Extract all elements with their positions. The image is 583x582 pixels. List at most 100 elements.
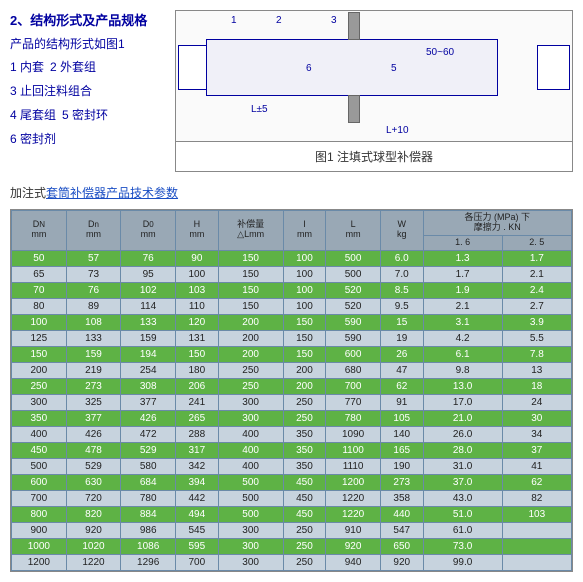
table-cell: 65	[12, 266, 67, 282]
table-cell: 30	[502, 410, 571, 426]
table-cell: 820	[66, 506, 121, 522]
table-cell: 1.3	[423, 250, 502, 266]
table-cell: 1296	[121, 554, 176, 570]
diagram-caption: 图1 注填式球型补偿器	[176, 141, 572, 171]
table-cell: 1200	[12, 554, 67, 570]
table-cell: 800	[12, 506, 67, 522]
table-cell: 1110	[326, 458, 381, 474]
table-cell: 100	[283, 266, 326, 282]
th-comp: 补偿量△Lmm	[218, 211, 283, 251]
table-cell	[502, 554, 571, 570]
table-cell: 940	[326, 554, 381, 570]
table-cell: 2.4	[502, 282, 571, 298]
table-row: 505776901501005006.01.31.7	[12, 250, 572, 266]
table-cell: 920	[326, 538, 381, 554]
table-cell: 200	[283, 362, 326, 378]
table-body: 505776901501005006.01.31.765739510015010…	[12, 250, 572, 570]
table-cell: 80	[12, 298, 67, 314]
table-cell: 547	[380, 522, 423, 538]
table-cell: 2.1	[423, 298, 502, 314]
th-dn2: Dnmm	[66, 211, 121, 251]
table-cell: 9.5	[380, 298, 423, 314]
table-cell: 1090	[326, 426, 381, 442]
table-cell: 200	[218, 330, 283, 346]
table-cell: 426	[121, 410, 176, 426]
lbl-dim1: 50~60	[426, 47, 454, 58]
table-cell: 76	[121, 250, 176, 266]
table-cell: 350	[283, 442, 326, 458]
table-cell: 500	[218, 506, 283, 522]
table-cell: 47	[380, 362, 423, 378]
th-i: Imm	[283, 211, 326, 251]
table-row: 450478529317400350110016528.037	[12, 442, 572, 458]
table-cell: 2.7	[502, 298, 571, 314]
table-cell: 150	[176, 346, 219, 362]
table-cell: 73.0	[423, 538, 502, 554]
table-row: 700720780442500450122035843.082	[12, 490, 572, 506]
table-row: 6573951001501005007.01.72.1	[12, 266, 572, 282]
table-row: 80891141101501005209.52.12.7	[12, 298, 572, 314]
table-row: 100108133120200150590153.13.9	[12, 314, 572, 330]
lbl-3: 3	[331, 15, 337, 26]
part-4: 4 尾套组	[10, 103, 56, 127]
table-cell: 300	[218, 522, 283, 538]
table-cell: 100	[12, 314, 67, 330]
table-cell: 494	[176, 506, 219, 522]
table-cell: 300	[218, 394, 283, 410]
table-cell: 500	[12, 458, 67, 474]
table-cell: 165	[380, 442, 423, 458]
table-cell: 90	[176, 250, 219, 266]
pipe-end-right	[537, 45, 570, 90]
table-cell: 131	[176, 330, 219, 346]
table-cell: 1086	[121, 538, 176, 554]
table-head: DNmm Dnmm D0mm Hmm 补偿量△Lmm Imm Lmm Wkg 各…	[12, 211, 572, 251]
th-dn: DNmm	[12, 211, 67, 251]
table-cell: 1.7	[502, 250, 571, 266]
diagram-box: 1 2 3 6 5 50~60 L±5 L+10 图1 注填式球型补偿器	[175, 10, 573, 172]
params-link[interactable]: 套筒补偿器产品技术参数	[46, 186, 178, 200]
table-cell: 13.0	[423, 378, 502, 394]
table-wrap: DNmm Dnmm D0mm Hmm 补偿量△Lmm Imm Lmm Wkg 各…	[10, 209, 573, 572]
table-cell: 529	[66, 458, 121, 474]
table-cell: 102	[121, 282, 176, 298]
table-cell: 34	[502, 426, 571, 442]
table-row: 12001220129670030025094092099.0	[12, 554, 572, 570]
table-cell: 150	[283, 346, 326, 362]
table-cell: 194	[121, 346, 176, 362]
table-cell: 1000	[12, 538, 67, 554]
part-5: 5 密封环	[62, 103, 108, 127]
table-cell: 1100	[326, 442, 381, 458]
th-pressure: 各压力 (MPa) 下摩擦力 . KN	[423, 211, 571, 236]
table-cell: 150	[218, 250, 283, 266]
table-cell: 630	[66, 474, 121, 490]
table-cell: 1.7	[423, 266, 502, 282]
table-cell: 426	[66, 426, 121, 442]
table-cell: 18	[502, 378, 571, 394]
lbl-6: 6	[306, 63, 312, 74]
table-cell: 920	[66, 522, 121, 538]
table-cell: 2.1	[502, 266, 571, 282]
lbl-5: 5	[391, 63, 397, 74]
table-cell: 3.9	[502, 314, 571, 330]
table-cell: 288	[176, 426, 219, 442]
table-cell: 1220	[326, 490, 381, 506]
table-cell: 250	[283, 410, 326, 426]
table-cell: 180	[176, 362, 219, 378]
part-2: 2 外套组	[50, 55, 96, 79]
table-cell: 61.0	[423, 522, 502, 538]
table-cell: 650	[380, 538, 423, 554]
table-cell: 545	[176, 522, 219, 538]
top-section: 2、结构形式及产品规格 产品的结构形式如图1 1 内套2 外套组 3 止回注料组…	[10, 10, 573, 172]
table-cell: 110	[176, 298, 219, 314]
table-cell: 133	[66, 330, 121, 346]
table-row: 2502733082062502007006213.018	[12, 378, 572, 394]
table-cell: 150	[218, 298, 283, 314]
table-cell: 325	[66, 394, 121, 410]
table-cell: 986	[121, 522, 176, 538]
table-cell: 95	[121, 266, 176, 282]
table-row: 70761021031501005208.51.92.4	[12, 282, 572, 298]
table-cell: 8.5	[380, 282, 423, 298]
table-cell: 780	[326, 410, 381, 426]
table-cell: 114	[121, 298, 176, 314]
th-p25: 2. 5	[502, 235, 571, 250]
